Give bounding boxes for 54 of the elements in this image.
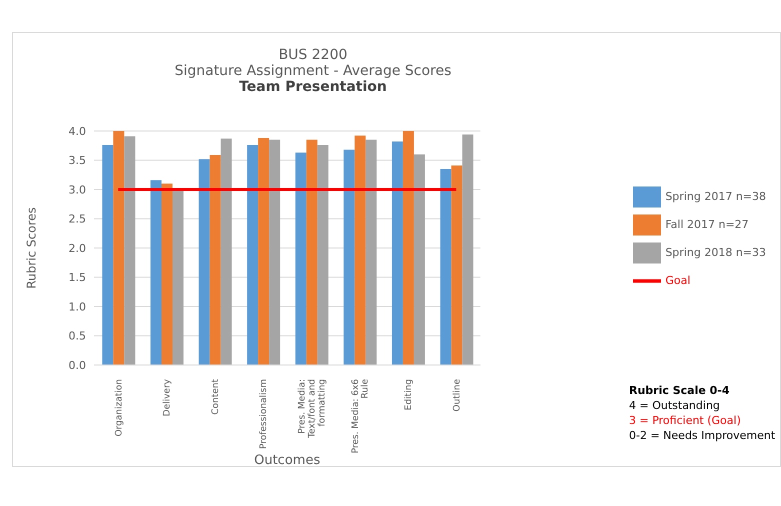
x-tick-label: Pres. Media: Text/font and formatting — [297, 379, 328, 439]
bar — [220, 138, 232, 365]
bar — [462, 134, 474, 365]
x-tick-label: Pres. Media: 6x6 Rule — [350, 378, 371, 454]
bar — [198, 159, 210, 365]
chart-title: BUS 2200 — [278, 47, 348, 63]
bar — [392, 142, 403, 365]
bar — [269, 140, 280, 365]
bar — [451, 166, 462, 365]
chart-subtitle: Signature Assignment - Average Scores — [174, 63, 452, 79]
bar — [306, 140, 318, 365]
bar — [210, 154, 221, 365]
bar — [162, 184, 172, 365]
y-tick-label: 1.0 — [68, 300, 86, 314]
bar — [124, 136, 136, 365]
bar — [366, 140, 377, 365]
y-tick-label: 4.0 — [68, 124, 86, 138]
x-tick-label: Organization — [114, 379, 124, 437]
x-tick-label: Professionalism — [259, 379, 270, 450]
bar — [113, 131, 124, 365]
legend-label: Spring 2018 n=33 — [665, 246, 766, 260]
y-tick-label: 3.0 — [68, 183, 86, 196]
bar — [317, 145, 328, 365]
bar — [247, 145, 258, 365]
y-tick-label: 0.0 — [68, 358, 86, 372]
text: Team Presentation — [238, 79, 388, 95]
y-axis-title: Rubric Scores — [24, 207, 38, 289]
bar — [344, 150, 355, 365]
y-tick-label: 2.0 — [68, 242, 86, 255]
bar — [295, 152, 306, 365]
legend-label: Fall 2017 n=27 — [665, 218, 749, 232]
y-tick-label: 3.5 — [68, 154, 86, 168]
bar — [440, 169, 452, 365]
x-tick-label: Delivery — [162, 378, 173, 416]
text: 3 = Proficient (Goal) — [629, 413, 742, 428]
x-tick-label: Editing — [404, 379, 414, 410]
y-tick-label: 2.5 — [68, 212, 86, 226]
text: Rubric Scale 0-4 — [629, 383, 731, 398]
legend-label: Goal — [665, 274, 690, 288]
bar — [414, 154, 425, 365]
text: 4 = Outstanding — [629, 398, 721, 413]
x-tick-label: Outline — [452, 378, 462, 412]
legend-label: Spring 2017 n=38 — [665, 190, 766, 204]
bar — [258, 138, 270, 365]
bar — [354, 136, 366, 365]
y-tick-label: 0.5 — [68, 330, 86, 343]
x-axis-title: Outcomes — [254, 453, 320, 468]
x-tick-label: Content — [210, 378, 221, 415]
text: 0-2 = Needs Improvement — [629, 428, 776, 443]
bar — [172, 190, 184, 365]
y-tick-label: 1.5 — [68, 271, 86, 284]
bar — [150, 180, 162, 365]
bar — [102, 145, 114, 365]
bar — [402, 131, 414, 365]
